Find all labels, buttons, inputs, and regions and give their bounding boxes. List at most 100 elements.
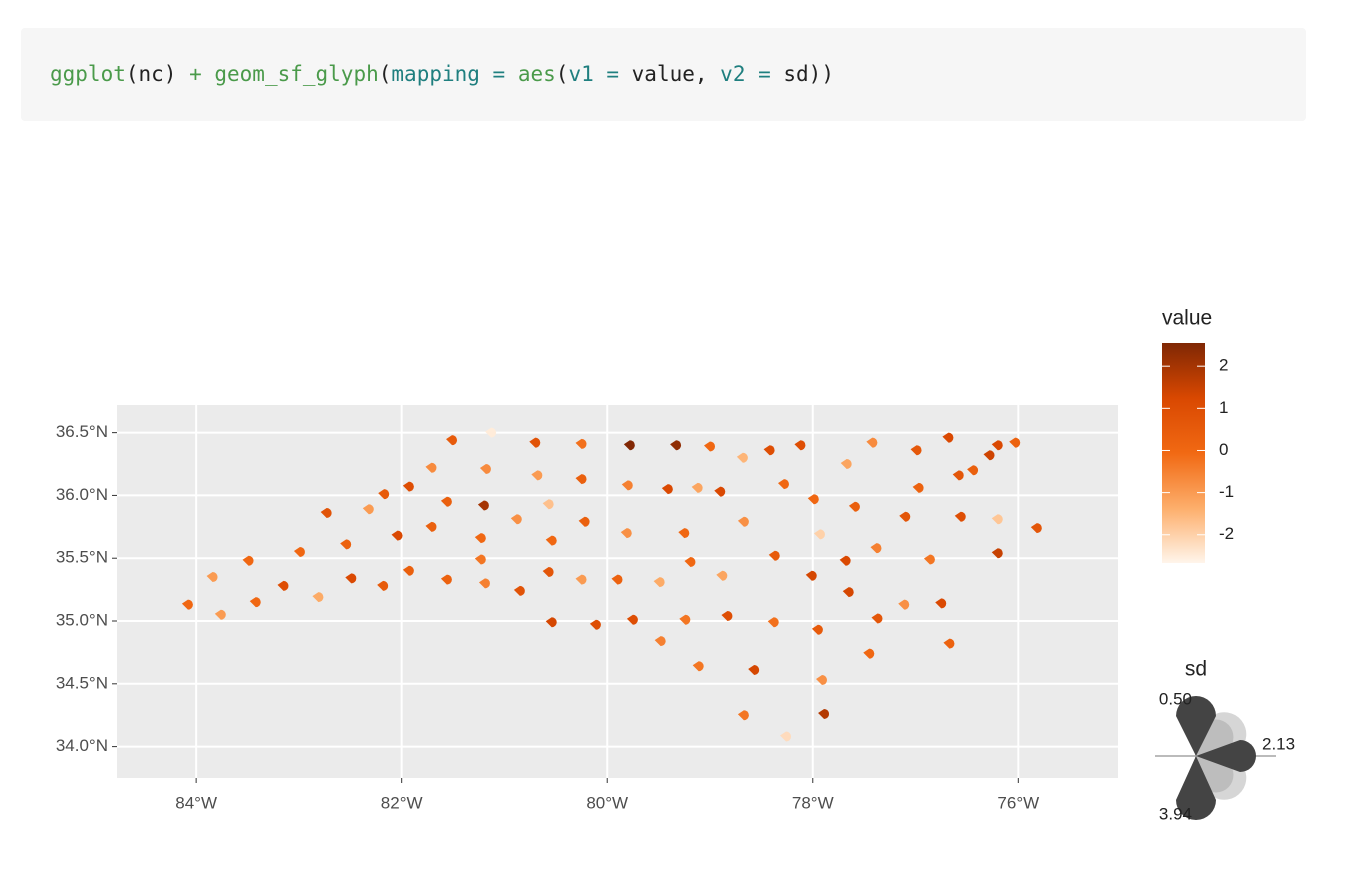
sd-glyph-key — [1155, 696, 1276, 820]
glyph — [513, 585, 525, 596]
glyph — [485, 427, 497, 438]
x-tick-label: 84°W — [175, 793, 217, 812]
glyph — [954, 511, 966, 522]
y-tick-label: 35.5°N — [56, 548, 108, 567]
glyph — [716, 570, 728, 581]
glyph — [721, 610, 733, 621]
glyph — [206, 572, 218, 583]
glyph — [807, 494, 819, 505]
legend-title: sd — [1185, 658, 1207, 681]
glyph — [777, 479, 789, 490]
glyph — [780, 731, 792, 742]
glyph — [510, 514, 522, 525]
glyph — [967, 465, 979, 476]
code-token: (nc) — [125, 62, 190, 86]
glyph — [871, 613, 883, 624]
code-token: geom_sf_glyph — [214, 62, 379, 86]
panel — [117, 405, 1118, 778]
glyph — [623, 440, 635, 451]
glyph — [866, 437, 878, 448]
glyph — [620, 528, 632, 539]
glyph — [703, 441, 715, 452]
glyph — [529, 437, 541, 448]
glyph — [440, 574, 452, 585]
glyph — [943, 638, 955, 649]
colorbar-label: 1 — [1219, 398, 1228, 417]
x-tick-label: 76°W — [997, 793, 1039, 812]
code-token: + — [189, 62, 215, 86]
glyph — [679, 614, 691, 625]
glyph — [670, 440, 682, 451]
glyph — [545, 617, 557, 628]
glyph — [575, 438, 587, 449]
glyph — [446, 435, 458, 446]
x-tick-label: 80°W — [586, 793, 628, 812]
glyph — [684, 556, 696, 567]
code-token: value, — [631, 62, 721, 86]
glyph — [991, 440, 1003, 451]
glyph — [714, 486, 726, 497]
glyph — [768, 550, 780, 561]
glyph — [575, 574, 587, 585]
glyph — [1030, 523, 1042, 534]
glyph — [477, 500, 489, 511]
glyph — [839, 555, 851, 566]
glyph — [578, 516, 590, 527]
glyph — [842, 587, 854, 598]
glyph — [691, 482, 703, 493]
glyph — [545, 535, 557, 546]
glyph — [589, 619, 601, 630]
glyph — [402, 565, 414, 576]
code-block: ggplot(nc) + geom_sf_glyph(mapping = aes… — [21, 28, 1306, 121]
glyph — [345, 573, 357, 584]
glyph — [249, 597, 261, 608]
y-tick-label: 35.0°N — [56, 610, 108, 629]
glyph — [531, 470, 543, 481]
glyph — [320, 508, 332, 519]
glyph — [678, 528, 690, 539]
y-tick-label: 36.5°N — [56, 422, 108, 441]
glyph — [626, 614, 638, 625]
x-tick-label: 82°W — [381, 793, 423, 812]
code-token: v1 = — [568, 62, 632, 86]
glyph — [840, 459, 852, 470]
glyph — [736, 452, 748, 463]
glyph — [621, 480, 633, 491]
sd-label: 3.94 — [1159, 804, 1192, 823]
glyph — [811, 624, 823, 635]
code-token: ggplot — [50, 62, 126, 86]
glyph — [767, 617, 779, 628]
glyph — [763, 445, 775, 456]
glyph — [474, 533, 486, 544]
glyph — [748, 664, 760, 675]
glyph — [377, 580, 389, 591]
glyph — [991, 548, 1003, 559]
y-tick-label: 36.0°N — [56, 485, 108, 504]
colorbar-label: -2 — [1219, 524, 1234, 543]
glyph — [910, 445, 922, 456]
y-tick-label: 34.0°N — [56, 736, 108, 755]
colorbar-label: 0 — [1219, 440, 1228, 459]
glyph — [794, 440, 806, 451]
glyph — [474, 554, 486, 565]
glyph — [402, 481, 414, 492]
glyph — [391, 530, 403, 541]
glyph — [425, 462, 437, 473]
glyph — [378, 489, 390, 500]
glyph — [863, 648, 875, 659]
code-token: ( — [555, 62, 569, 86]
glyph — [848, 501, 860, 512]
glyph — [870, 543, 882, 554]
glyph — [898, 599, 910, 610]
glyph — [983, 450, 995, 461]
glyph — [991, 514, 1003, 525]
glyph — [942, 432, 954, 443]
glyph — [312, 592, 324, 603]
glyph — [737, 516, 749, 527]
glyph — [214, 609, 226, 620]
code-token: aes — [517, 62, 556, 86]
code-token: v2 = — [720, 62, 784, 86]
glyph — [899, 511, 911, 522]
